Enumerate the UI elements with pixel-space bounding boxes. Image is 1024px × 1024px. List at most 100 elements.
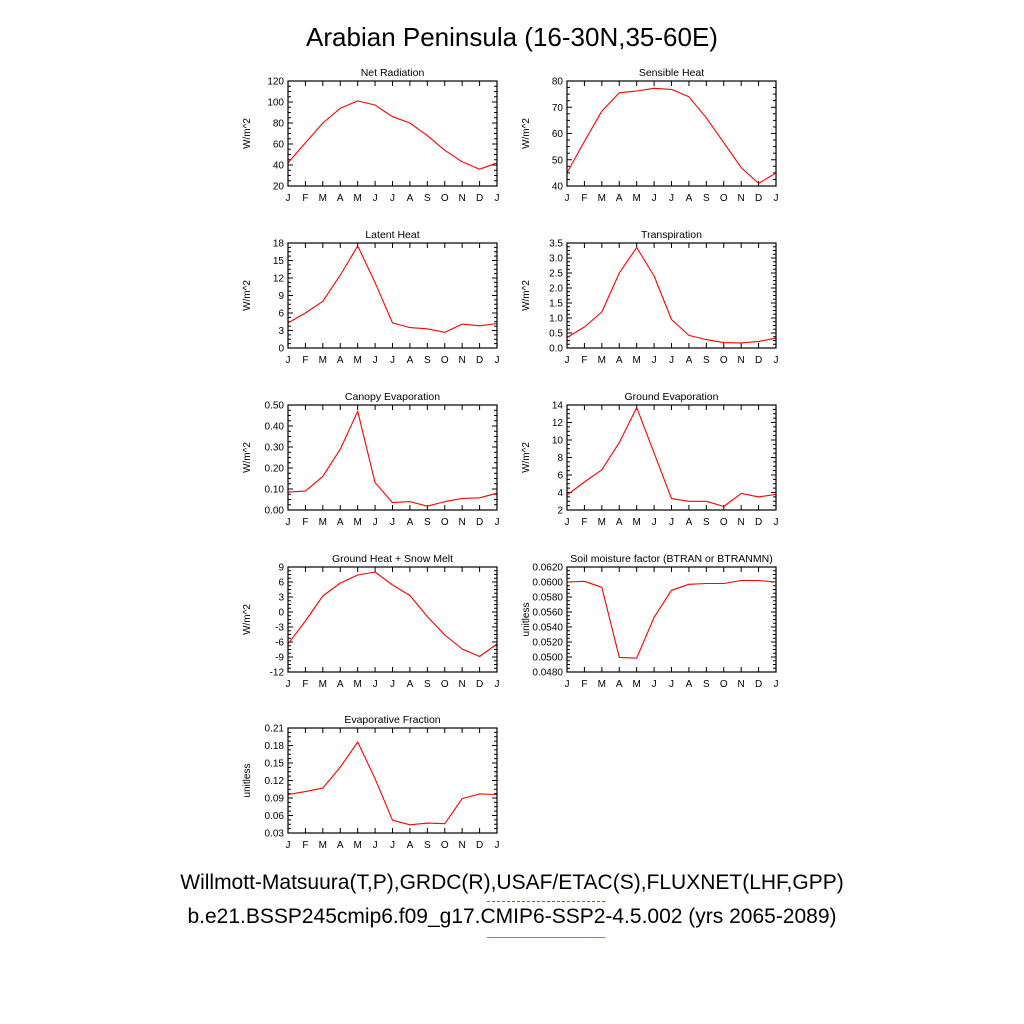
y-tick-label: 9 — [278, 291, 284, 302]
panel-title: Ground Heat + Snow Melt — [332, 553, 453, 565]
x-tick-label: A — [337, 840, 344, 851]
x-tick-label: J — [669, 193, 674, 204]
y-axis-label: W/m^2 — [242, 118, 253, 149]
y-tick-label: 60 — [273, 140, 285, 151]
x-tick-label: N — [738, 193, 745, 204]
x-tick-label: O — [720, 355, 728, 366]
x-tick-label: F — [581, 517, 587, 528]
series-line — [287, 571, 498, 658]
x-tick-label: J — [495, 193, 500, 204]
x-tick-label: J — [373, 517, 378, 528]
y-tick-label: 9 — [278, 563, 284, 574]
x-tick-label: A — [407, 355, 414, 366]
x-tick-label: F — [581, 193, 587, 204]
series-line — [566, 579, 777, 659]
y-tick-label: 0.40 — [265, 422, 285, 433]
y-tick-label: 80 — [273, 119, 285, 130]
x-tick-label: A — [407, 679, 414, 690]
x-tick-label: F — [302, 193, 308, 204]
x-tick-label: M — [319, 355, 327, 366]
y-tick-label: 0.0 — [549, 344, 563, 355]
panel-title: Transpiration — [641, 229, 702, 241]
x-tick-label: J — [565, 679, 570, 690]
x-tick-label: S — [703, 193, 710, 204]
y-axis-label: W/m^2 — [521, 442, 532, 473]
x-tick-label: A — [686, 517, 693, 528]
x-tick-label: O — [720, 517, 728, 528]
y-axis-label: unitless — [521, 603, 532, 637]
panel-title: Canopy Evaporation — [345, 391, 440, 403]
y-tick-label: 12 — [273, 274, 285, 285]
y-tick-label: 0.03 — [265, 829, 285, 840]
x-tick-label: N — [459, 679, 466, 690]
x-tick-label: D — [476, 193, 483, 204]
x-tick-label: A — [686, 193, 693, 204]
plot-frame — [287, 80, 498, 187]
y-tick-label: 2.5 — [549, 269, 563, 280]
x-tick-label: D — [476, 355, 483, 366]
legend-sample-observations — [487, 901, 605, 902]
y-axis-label: W/m^2 — [521, 118, 532, 149]
x-tick-label: S — [424, 355, 431, 366]
x-tick-label: N — [738, 355, 745, 366]
chart-panel-9: Evaporative Fraction unitless 0.03 0.06 0.09… — [242, 714, 500, 851]
x-tick-label: J — [495, 355, 500, 366]
y-tick-label: -3 — [275, 623, 284, 634]
y-tick-label: 2.0 — [549, 284, 563, 295]
y-axis-label: W/m^2 — [242, 604, 253, 635]
x-tick-label: J — [495, 679, 500, 690]
y-tick-label: 80 — [552, 77, 564, 88]
x-tick-label: J — [669, 355, 674, 366]
x-tick-label: F — [581, 679, 587, 690]
x-tick-label: M — [598, 193, 606, 204]
y-tick-label: 3 — [278, 326, 284, 337]
panel-title: Latent Heat — [365, 229, 419, 241]
y-axis-label: W/m^2 — [521, 280, 532, 311]
series-line — [287, 100, 498, 170]
panel-title: Soil moisture factor (BTRAN or BTRANMN) — [570, 553, 772, 565]
x-tick-label: D — [755, 517, 762, 528]
x-tick-label: M — [319, 840, 327, 851]
x-tick-label: M — [353, 355, 361, 366]
x-tick-label: A — [616, 517, 623, 528]
x-tick-label: N — [738, 517, 745, 528]
x-tick-label: F — [302, 840, 308, 851]
x-tick-label: J — [774, 517, 779, 528]
y-tick-label: 0 — [278, 344, 284, 355]
plot-frame — [566, 404, 777, 511]
x-tick-label: O — [441, 355, 449, 366]
y-tick-label: 0.0540 — [532, 623, 563, 634]
x-tick-label: J — [373, 193, 378, 204]
y-tick-label: 0.30 — [265, 443, 285, 454]
plot-frame — [287, 566, 498, 673]
y-tick-label: 6 — [278, 309, 284, 320]
chart-panel-4: Transpiration W/m^2 0.0 0.5 1.0 1.5 2.0 2.5 3.0 3… — [521, 229, 779, 366]
series-line — [287, 245, 498, 333]
x-tick-label: J — [390, 840, 395, 851]
x-tick-label: A — [616, 679, 623, 690]
series-line — [287, 410, 498, 507]
x-tick-label: J — [286, 193, 291, 204]
x-tick-label: M — [353, 193, 361, 204]
y-tick-label: 0.0560 — [532, 608, 563, 619]
x-tick-label: A — [337, 679, 344, 690]
x-tick-label: A — [686, 355, 693, 366]
x-tick-label: N — [459, 840, 466, 851]
x-tick-label: M — [632, 679, 640, 690]
x-tick-label: J — [565, 517, 570, 528]
x-tick-label: J — [652, 193, 657, 204]
y-tick-label: 0.0580 — [532, 593, 563, 604]
y-tick-label: 1.0 — [549, 314, 563, 325]
panel-title: Sensible Heat — [639, 67, 704, 79]
y-tick-label: 50 — [552, 155, 564, 166]
plot-frame — [566, 242, 777, 349]
y-tick-label: 0.06 — [265, 811, 285, 822]
chart-panel-8: Soil moisture factor (BTRAN or BTRANMN) u… — [521, 553, 779, 690]
x-tick-label: J — [669, 679, 674, 690]
x-tick-label: J — [774, 355, 779, 366]
x-tick-label: S — [424, 840, 431, 851]
x-tick-label: O — [441, 193, 449, 204]
y-tick-label: 0.20 — [265, 464, 285, 475]
